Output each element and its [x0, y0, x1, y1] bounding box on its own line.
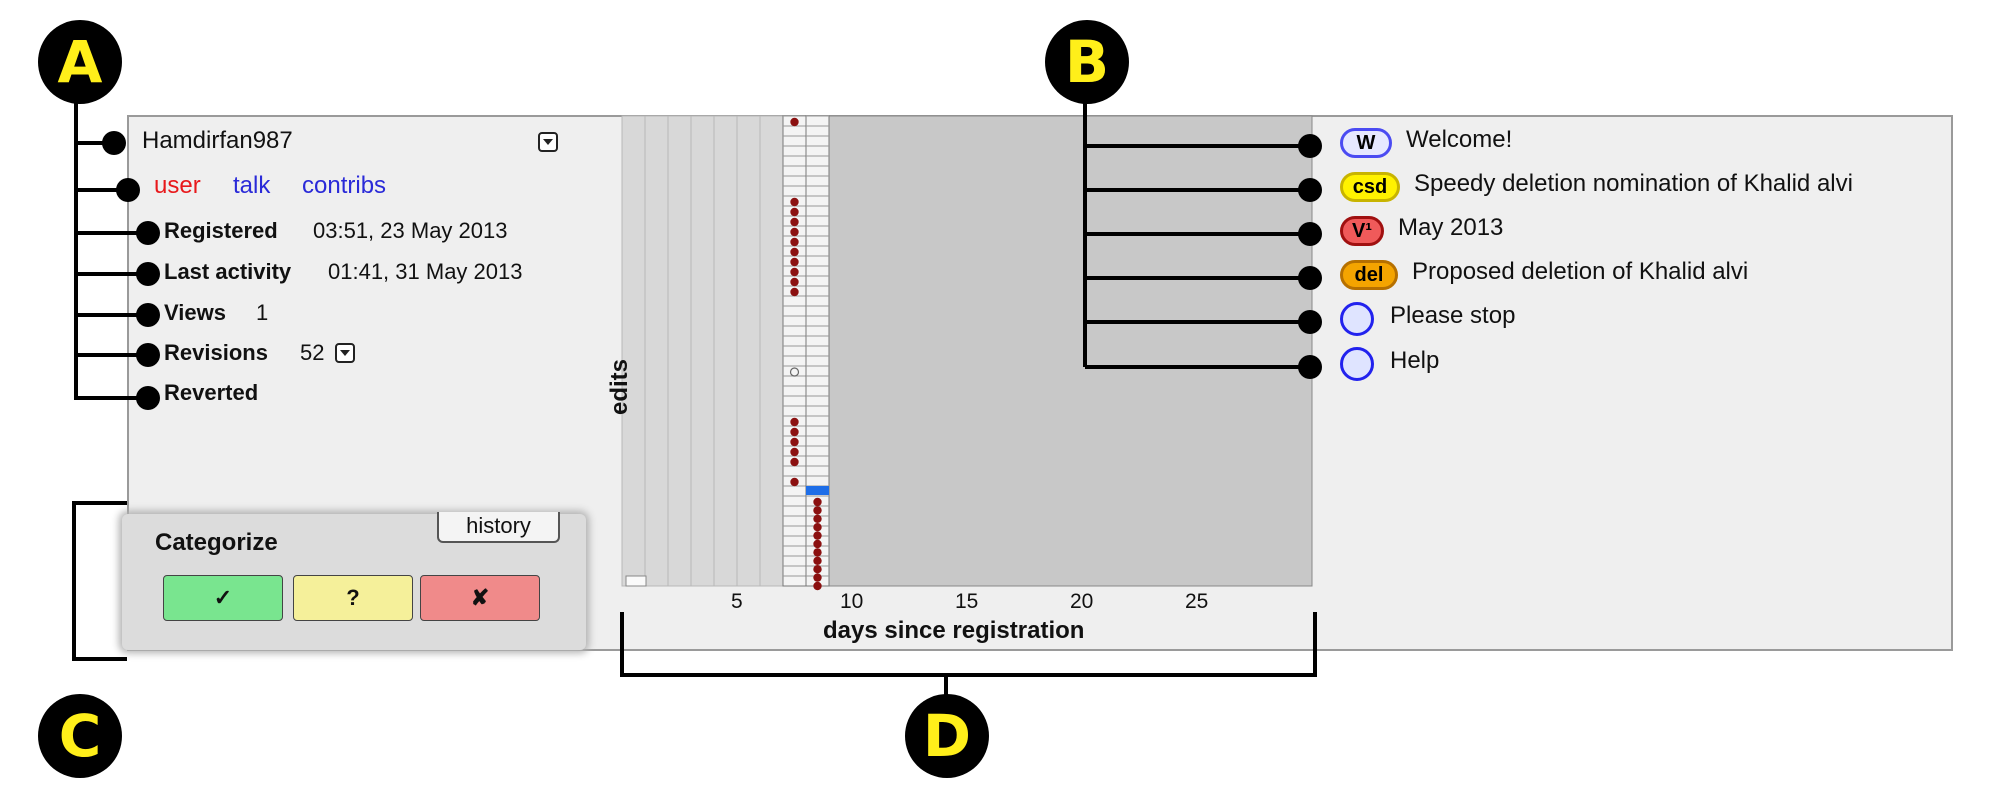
leader-dot — [136, 343, 160, 367]
edit-marker — [813, 573, 822, 582]
edit-marker — [813, 556, 822, 565]
registered-label: Registered — [164, 218, 278, 243]
x-tick-label: 25 — [1185, 590, 1209, 613]
edit-marker — [790, 437, 799, 447]
leader-dot — [1298, 266, 1322, 290]
last-activity-label: Last activity — [164, 259, 292, 284]
x-axis-title: days since registration — [823, 617, 1085, 644]
edit-marker — [790, 117, 799, 127]
edit-marker — [790, 457, 799, 467]
talk-link[interactable]: talk — [233, 172, 271, 199]
section-b-marker — [1045, 20, 1129, 104]
edit-marker — [790, 247, 799, 257]
section-d-marker — [905, 694, 989, 778]
section-c-marker — [38, 694, 122, 778]
revisions-label: Revisions — [164, 340, 268, 365]
talk-notice-link[interactable]: Speedy deletion nomination of Khalid alv… — [1414, 170, 1853, 197]
edit-marker — [813, 581, 822, 591]
edit-marker — [790, 417, 799, 427]
user-link[interactable]: user — [154, 172, 201, 199]
talk-notice-badge: csd — [1340, 172, 1400, 202]
bad-button[interactable]: ✘ — [420, 575, 540, 621]
leader-dot — [136, 303, 160, 327]
leader-dot — [136, 262, 160, 286]
talk-notice-icon — [1340, 302, 1374, 336]
edit-marker — [790, 267, 799, 277]
edit-marker — [790, 227, 799, 237]
section-d-letter: D — [922, 702, 972, 770]
leader-dot — [1298, 134, 1322, 158]
edit-marker — [813, 539, 822, 549]
edit-marker-open — [789, 367, 800, 377]
edit-marker — [813, 565, 822, 574]
edit-marker — [813, 497, 822, 507]
talk-notice-badge: V¹ — [1340, 216, 1384, 246]
edit-marker — [790, 217, 799, 227]
revisions-value: 52 — [300, 340, 325, 365]
edit-marker — [790, 287, 799, 297]
last-activity-value: 01:41, 31 May 2013 — [328, 259, 523, 284]
edit-marker — [790, 447, 799, 457]
talk-notice-link[interactable]: Please stop — [1390, 302, 1516, 329]
revisions-dropdown[interactable] — [335, 343, 355, 363]
edit-marker — [790, 477, 799, 487]
section-a-marker — [38, 20, 122, 104]
leader-dot — [1298, 355, 1322, 379]
edit-marker — [790, 237, 799, 247]
categorize-title: Categorize — [155, 529, 278, 556]
leader-dot — [1298, 178, 1322, 202]
registered-value: 03:51, 23 May 2013 — [313, 218, 508, 243]
leader-dot — [116, 178, 140, 202]
x-tick-label: 15 — [955, 590, 979, 613]
talk-notice-link[interactable]: Welcome! — [1406, 126, 1513, 153]
section-c-letter: C — [58, 702, 102, 770]
talk-notice-badge: del — [1340, 260, 1398, 290]
edit-marker — [790, 257, 799, 267]
talk-notice-link[interactable]: Proposed deletion of Khalid alvi — [1412, 258, 1749, 285]
x-tick-label: 5 — [731, 590, 743, 613]
talk-notice-icon — [1340, 347, 1374, 381]
edit-marker — [813, 514, 822, 523]
edit-marker — [813, 506, 822, 515]
edit-marker — [813, 523, 822, 532]
contribs-link[interactable]: contribs — [302, 172, 387, 199]
x-tick-label: 10 — [840, 590, 864, 613]
leader-dot — [1298, 222, 1322, 246]
unsure-button[interactable]: ? — [293, 575, 413, 621]
edit-marker — [790, 277, 799, 287]
edit-marker — [790, 427, 799, 437]
section-b-letter: B — [1064, 28, 1110, 96]
history-button[interactable]: history — [437, 512, 560, 543]
reverted-label: Reverted — [164, 380, 259, 405]
talk-notice-link[interactable]: Help — [1390, 347, 1440, 374]
views-label: Views — [164, 300, 226, 325]
talk-notice-link[interactable]: May 2013 — [1398, 214, 1504, 241]
leader-dot — [102, 131, 126, 155]
leader-dot — [136, 221, 160, 245]
edit-marker — [790, 197, 799, 207]
views-value: 1 — [256, 300, 269, 325]
edit-marker — [813, 548, 822, 557]
talk-notice-badge: W — [1340, 128, 1392, 158]
section-a-letter: A — [57, 28, 103, 96]
leader-dot — [136, 386, 160, 410]
edit-marker — [790, 207, 799, 217]
day-column-base — [625, 575, 647, 587]
x-tick-label: 20 — [1070, 590, 1094, 613]
good-button[interactable]: ✓ — [163, 575, 283, 621]
edit-marker — [813, 531, 822, 540]
username[interactable]: Hamdirfan987 — [142, 127, 293, 154]
blue-marker — [806, 486, 829, 495]
user-menu-dropdown[interactable] — [538, 132, 558, 152]
leader-dot — [1298, 310, 1322, 334]
